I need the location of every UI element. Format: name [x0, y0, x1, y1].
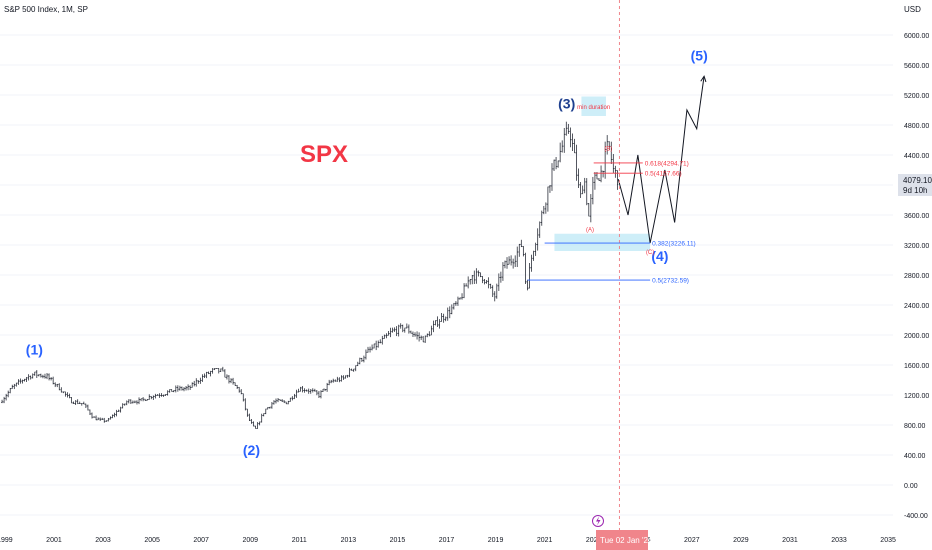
cursor-date-background: [596, 530, 648, 550]
wave-label: (1): [26, 342, 43, 358]
target-zone: [554, 233, 651, 251]
x-tick-label: 2031: [782, 537, 798, 544]
x-tick-label: 2007: [193, 537, 209, 544]
x-tick-label: 2021: [537, 537, 553, 544]
y-tick-label: 400.00: [904, 453, 926, 460]
y-tick-label: 1600.00: [904, 363, 929, 370]
zone-layer: min duration: [554, 96, 651, 251]
price-tag: 4079.10 9d 10h: [898, 174, 932, 196]
x-tick-label: 2009: [242, 537, 258, 544]
y-tick-label: 3200.00: [904, 243, 929, 250]
projection-arrowhead: [700, 75, 707, 83]
y-tick-label: 3600.00: [904, 213, 929, 220]
x-tick-label: 2023: [586, 537, 602, 544]
y-tick-label: 2000.00: [904, 333, 929, 340]
x-tick-label: 2027: [684, 537, 700, 544]
x-tick-label: 2011: [292, 537, 307, 544]
lightning-icon[interactable]: [592, 515, 604, 527]
candle-layer: [1, 121, 619, 429]
y-tick-label: 4800.00: [904, 123, 929, 130]
x-tick-label: 2013: [341, 537, 357, 544]
x-tick-label: 2029: [733, 537, 749, 544]
wave-label: (2): [243, 442, 260, 458]
sub-wave-label: (B): [604, 147, 612, 153]
price-tag-background: [898, 174, 932, 196]
fib-level-label: 0.5(4157.66): [645, 171, 682, 178]
target-zone: [581, 96, 606, 116]
sub-wave-label: (C): [646, 250, 654, 256]
sub-wave-label: (A): [586, 228, 594, 234]
y-tick-label: 0.00: [904, 483, 918, 490]
x-tick-label: 2001: [46, 537, 62, 544]
wave-label: (4): [651, 248, 668, 264]
x-tick-label: 2035: [880, 537, 896, 544]
symbol-label[interactable]: S&P 500 Index, 1M, SP: [4, 5, 88, 14]
price-tag-countdown: 9d 10h: [903, 186, 927, 195]
grid-layer: [0, 34, 893, 516]
projection-path: [617, 76, 705, 244]
x-tick-label: 2015: [390, 537, 406, 544]
zone-label: min duration: [577, 105, 610, 111]
y-tick-label: 6000.00: [904, 33, 929, 40]
cursor-date-tag: Tue 02 Jan '24: [596, 530, 653, 550]
cursor-date-label: Tue 02 Jan '24: [600, 536, 653, 545]
y-tick-label: 800.00: [904, 423, 926, 430]
x-tick-label: 1999: [0, 537, 13, 544]
wave-label: (5): [691, 48, 708, 64]
wave-label: (3): [558, 96, 575, 112]
fib-level-label: 0.618(4294.71): [645, 160, 689, 167]
y-tick-label: 4400.00: [904, 153, 929, 160]
y-tick-label: 1200.00: [904, 393, 929, 400]
y-tick-label: 2400.00: [904, 303, 929, 310]
fib-layer: 0.618(4294.71) 0.5(4157.66) 0.382(3226.11)…: [527, 160, 696, 285]
fib-level-label: 0.382(3226.11): [652, 241, 696, 248]
label-layer: (1) (2) (3) (4) (5) (B) (A) (C): [26, 48, 708, 459]
x-tick-label: 2005: [144, 537, 160, 544]
y-tick-label: -400.00: [904, 513, 928, 520]
fib-level-label: 0.5(2732.59): [652, 278, 689, 285]
y-tick-label: 2800.00: [904, 273, 929, 280]
x-tick-label: 2017: [439, 537, 455, 544]
x-tick-label: 2019: [488, 537, 504, 544]
currency-label: USD: [904, 5, 921, 14]
x-tick-label: 2003: [95, 537, 111, 544]
x-tick-label: 2033: [831, 537, 847, 544]
y-tick-label: 5200.00: [904, 93, 929, 100]
y-tick-label: 5600.00: [904, 63, 929, 70]
chart-title: SPX: [300, 141, 348, 168]
price-tag-value: 4079.10: [903, 176, 932, 185]
projection-layer: [617, 0, 707, 530]
